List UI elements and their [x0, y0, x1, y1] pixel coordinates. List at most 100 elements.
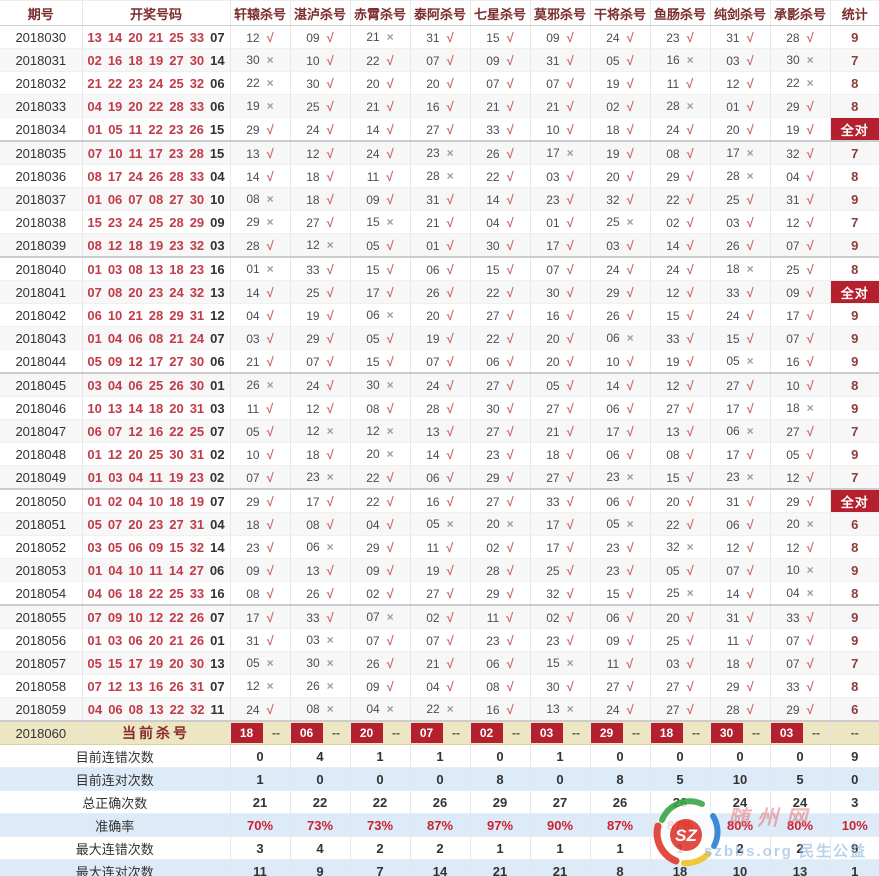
kill-number: 27 [306, 215, 320, 230]
period-cell: 2018030 [0, 25, 83, 49]
kill-cell: 19 √ [410, 558, 471, 582]
table-row: 2018031 02 16 18 19 27 30 14 30 × 10 √ 22 √ 07 √ 09 √ 31 √ 0… [0, 48, 879, 72]
summary-value-cell: 8 [470, 767, 531, 791]
kill-cell: 31 √ [710, 605, 771, 629]
period-number: 2018044 [15, 353, 67, 369]
check-icon: √ [446, 237, 454, 253]
kill-cell: 10 √ [530, 117, 591, 142]
cross-icon: × [266, 679, 274, 693]
summary-value: 73% [366, 817, 394, 833]
kill-number: 03 [726, 53, 740, 68]
kill-cell: 25 √ [650, 628, 711, 652]
check-icon: √ [566, 562, 574, 578]
kill-number: 03 [306, 633, 320, 647]
kill-cell: 03 √ [230, 326, 291, 350]
check-icon: √ [446, 75, 454, 91]
kill-cell: 25 √ [290, 280, 351, 304]
period-cell: 2018056 [0, 628, 83, 652]
kill-number: 04 [426, 679, 440, 694]
winning-numbers-cell: 01 05 11 22 23 26 15 [82, 117, 231, 142]
red-ball: 31 [189, 446, 205, 462]
kill-number: 31 [726, 30, 740, 45]
kill-cell: 23 × [410, 141, 471, 165]
kill-number: 23 [606, 540, 620, 555]
check-icon: √ [326, 52, 334, 68]
red-ball: 06 [128, 377, 143, 393]
kill-number: 26 [726, 238, 740, 253]
kill-cell: 08 × [230, 187, 291, 211]
summary-value-cell: 21 [470, 859, 531, 876]
kill-number: 05 [786, 447, 800, 462]
summary-value-cell: 2 [770, 836, 831, 860]
stat-cell: 7 [830, 651, 879, 675]
check-icon: √ [266, 168, 274, 184]
cross-icon: × [326, 679, 334, 693]
check-icon: √ [326, 516, 334, 532]
summary-value: 97% [486, 817, 514, 833]
summary-value-cell: 1 [530, 744, 591, 768]
kill-cell: 06 √ [590, 396, 651, 420]
red-ball: 01 [87, 330, 102, 346]
kill-number: 27 [486, 308, 500, 323]
pending-dash: -- [812, 726, 820, 740]
red-ball: 22 [169, 609, 184, 625]
kill-number: 02 [606, 99, 620, 114]
kill-number: 14 [246, 285, 260, 300]
check-icon: √ [506, 539, 514, 555]
check-icon: √ [266, 353, 274, 369]
check-icon: √ [566, 330, 574, 346]
blue-ball: 13 [210, 655, 225, 671]
kill-cell: 30 × [290, 651, 351, 675]
cross-icon: × [386, 378, 394, 392]
summary-value: 13 [792, 863, 808, 876]
kill-cell: 20 × [470, 512, 531, 536]
current-kill-badge: 30 [710, 723, 743, 743]
kill-number: 18 [246, 517, 260, 532]
kill-number: 14 [246, 169, 260, 184]
kill-number: 27 [486, 378, 500, 393]
red-ball: 10 [108, 145, 123, 161]
kill-number: 04 [486, 215, 500, 230]
check-icon: √ [446, 446, 454, 462]
kill-cell: 23 √ [650, 25, 711, 49]
check-icon: √ [386, 330, 394, 346]
cross-icon: × [746, 262, 754, 276]
blue-ball: 09 [210, 214, 225, 230]
red-ball: 04 [107, 330, 123, 346]
red-ball: 25 [169, 29, 184, 45]
summary-value: 9 [316, 863, 324, 876]
kill-cell: 29 √ [290, 326, 351, 350]
kill-number: 23 [426, 146, 440, 160]
kill-cell: 07 √ [410, 349, 471, 374]
period-number: 2018054 [15, 585, 67, 601]
summary-value: 0 [556, 771, 564, 787]
kill-number: 23 [726, 470, 740, 484]
cross-icon: × [446, 702, 454, 716]
kill-number: 17 [606, 424, 620, 439]
check-icon: √ [506, 52, 514, 68]
kill-number: 14 [606, 378, 620, 393]
kill-number: 04 [786, 169, 800, 184]
kill-cell: 01 √ [530, 210, 591, 234]
check-icon: √ [386, 585, 394, 601]
check-icon: √ [746, 330, 754, 346]
kill-number: 06 [486, 354, 500, 369]
summary-value-cell: 21 [230, 790, 291, 814]
summary-value: 21 [552, 863, 568, 876]
winning-numbers-cell: 07 09 10 12 22 26 07 [82, 605, 231, 629]
kill-number: 24 [606, 30, 620, 45]
period-number: 2018060 [15, 725, 67, 741]
kill-cell: 11 √ [230, 396, 291, 420]
kill-cell: 12 √ [650, 280, 711, 304]
check-icon: √ [806, 469, 814, 485]
check-icon: √ [446, 52, 454, 68]
check-icon: √ [386, 562, 394, 578]
pending-dash: -- [752, 726, 760, 740]
table-row: 2018036 08 17 24 26 28 33 04 14 √ 18 √ 11 √ 28 × 22 √ 03 √ 2… [0, 164, 879, 188]
kill-number: 06 [606, 494, 620, 509]
kill-cell: 01 √ [710, 94, 771, 118]
kill-number: 15 [666, 470, 680, 485]
check-icon: √ [446, 29, 454, 45]
summary-value-cell: 1 [650, 836, 711, 860]
kill-number: 28 [666, 99, 680, 113]
